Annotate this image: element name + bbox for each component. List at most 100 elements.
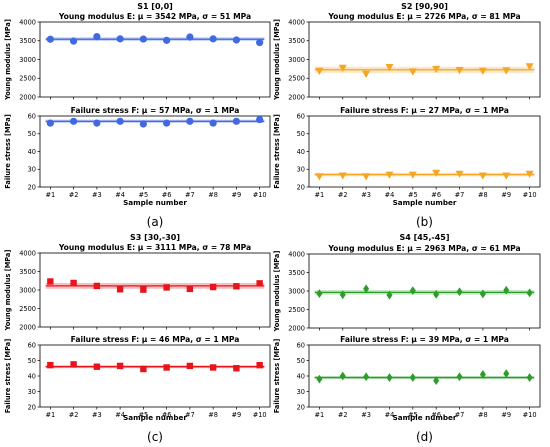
young-modulus-subplot: Young modulus E: μ = 3111 MPa, σ = 78 MP…: [4, 243, 271, 331]
data-point: [233, 283, 240, 290]
y-tick-label: 20: [297, 183, 305, 191]
failure-stress-subplot: Failure stress F: μ = 57 MPa, σ = 1 MPa 2…: [4, 106, 271, 199]
panel-heading: S4 [45,-45]: [399, 233, 449, 242]
plot-frame: [39, 21, 271, 98]
panel-4: S4 [45,-45] Young modulus E: μ = 2963 MPa…: [273, 233, 541, 444]
y-tick-label: 50: [28, 357, 36, 365]
x-tick-label: #7: [455, 191, 465, 199]
panel-3: S3 [30,-30]Young modulus E: μ = 3111 MPa…: [4, 233, 271, 444]
data-point: [186, 362, 194, 370]
data-point: [70, 279, 77, 287]
data-point: [70, 37, 78, 45]
y-tick-label: 50: [28, 130, 36, 138]
data-point: [316, 374, 323, 384]
x-tick-label: #10: [253, 411, 267, 419]
x-tick-label: #5: [408, 191, 418, 199]
data-point: [409, 373, 416, 382]
x-tick-label: #1: [45, 191, 55, 199]
y-tick-label: 2000: [19, 323, 36, 331]
data-point: [46, 119, 54, 127]
data-point: [408, 68, 417, 76]
y-tick-label: 2500: [19, 75, 36, 83]
y-tick-label: 3000: [288, 287, 305, 295]
x-tick-label: #8: [208, 191, 218, 199]
y-tick-label: 3500: [288, 269, 305, 277]
data-point: [338, 64, 347, 72]
failure-stress-subplot: Failure stress F: μ = 46 MPa, σ = 1 MPa 2…: [4, 335, 271, 419]
data-point: [503, 369, 510, 379]
data-point: [47, 361, 54, 369]
data-point: [232, 117, 240, 125]
data-point: [116, 286, 124, 293]
y-tick-label: 20: [28, 403, 36, 411]
x-tick-label: #3: [361, 191, 371, 199]
x-tick-label: #4: [115, 191, 125, 199]
data-point: [525, 63, 534, 71]
x-tick-label: #6: [431, 191, 441, 199]
data-point: [479, 370, 486, 379]
data-point: [186, 117, 194, 125]
data-point: [362, 173, 371, 181]
data-point: [256, 280, 263, 287]
data-point: [93, 282, 101, 290]
data-point: [163, 119, 171, 127]
x-tick-label: #3: [92, 411, 102, 419]
data-point: [163, 364, 170, 371]
y-tick-label: 3500: [19, 268, 36, 276]
y-tick-label: 2500: [288, 75, 305, 83]
y-tick-label: 3000: [19, 286, 36, 294]
data-point: [315, 173, 324, 181]
data-point: [503, 285, 510, 295]
x-tick-label: #2: [338, 191, 348, 199]
data-point: [385, 171, 394, 179]
y-tick-label: 2000: [19, 93, 36, 101]
data-point: [502, 172, 511, 180]
plot-frame: [308, 21, 541, 98]
data-point: [363, 372, 370, 382]
data-point: [408, 171, 417, 179]
data-point: [256, 115, 264, 124]
panel-heading: S3 [30,-30]: [130, 233, 180, 242]
panel-2: S2 [90,90]Young modulus E: μ = 2726 MPa,…: [273, 2, 541, 229]
data-point: [256, 361, 263, 369]
y-tick-label: 60: [297, 341, 305, 349]
data-point: [502, 67, 511, 75]
x-tick-label: #7: [185, 411, 195, 419]
y-tick-label: 3000: [288, 56, 305, 64]
young-modulus-subplot: Young modulus E: μ = 2726 MPa, σ = 81 MP…: [273, 12, 541, 101]
y-tick-label: 40: [28, 372, 36, 380]
data-point: [455, 170, 464, 178]
x-tick-label: #7: [185, 191, 195, 199]
failure-stress-subplot: Failure stress F: μ = 27 MPa, σ = 1 MPa 2…: [273, 106, 541, 199]
data-point: [339, 371, 346, 381]
y-tick-label: 4000: [288, 250, 305, 258]
x-tick-label: #9: [232, 411, 242, 419]
x-tick-label: #4: [385, 411, 395, 419]
data-point: [93, 363, 101, 370]
y-tick-label: 30: [297, 388, 305, 396]
data-point: [70, 361, 77, 368]
data-point: [478, 67, 487, 75]
plot-frame: [308, 344, 541, 408]
data-point: [386, 373, 393, 382]
young-modulus-subplot: Young modulus E: μ = 2963 MPa, σ = 61 MP…: [273, 244, 541, 332]
data-point: [209, 364, 217, 371]
data-point: [93, 119, 101, 127]
y-tick-label: 2500: [19, 305, 36, 313]
subplot-title: Failure stress F: μ = 46 MPa, σ = 1 MPa: [71, 335, 240, 344]
x-tick-label: #2: [69, 411, 79, 419]
data-point: [93, 33, 101, 41]
x-tick-label: #4: [385, 191, 395, 199]
data-point: [47, 278, 54, 285]
plot-frame: [39, 115, 271, 188]
x-axis-label: Sample number: [123, 413, 187, 422]
data-point: [432, 65, 441, 74]
x-tick-label: #2: [69, 191, 79, 199]
y-axis-label: Failure stress [MPa]: [273, 339, 281, 413]
y-tick-label: 30: [297, 166, 305, 174]
data-point: [338, 172, 347, 180]
plot-frame: [39, 252, 271, 328]
data-point: [479, 289, 486, 299]
y-tick-label: 60: [297, 112, 305, 120]
panel-1: S1 [0,0]Young modulus E: μ = 3542 MPa, σ…: [4, 2, 271, 229]
